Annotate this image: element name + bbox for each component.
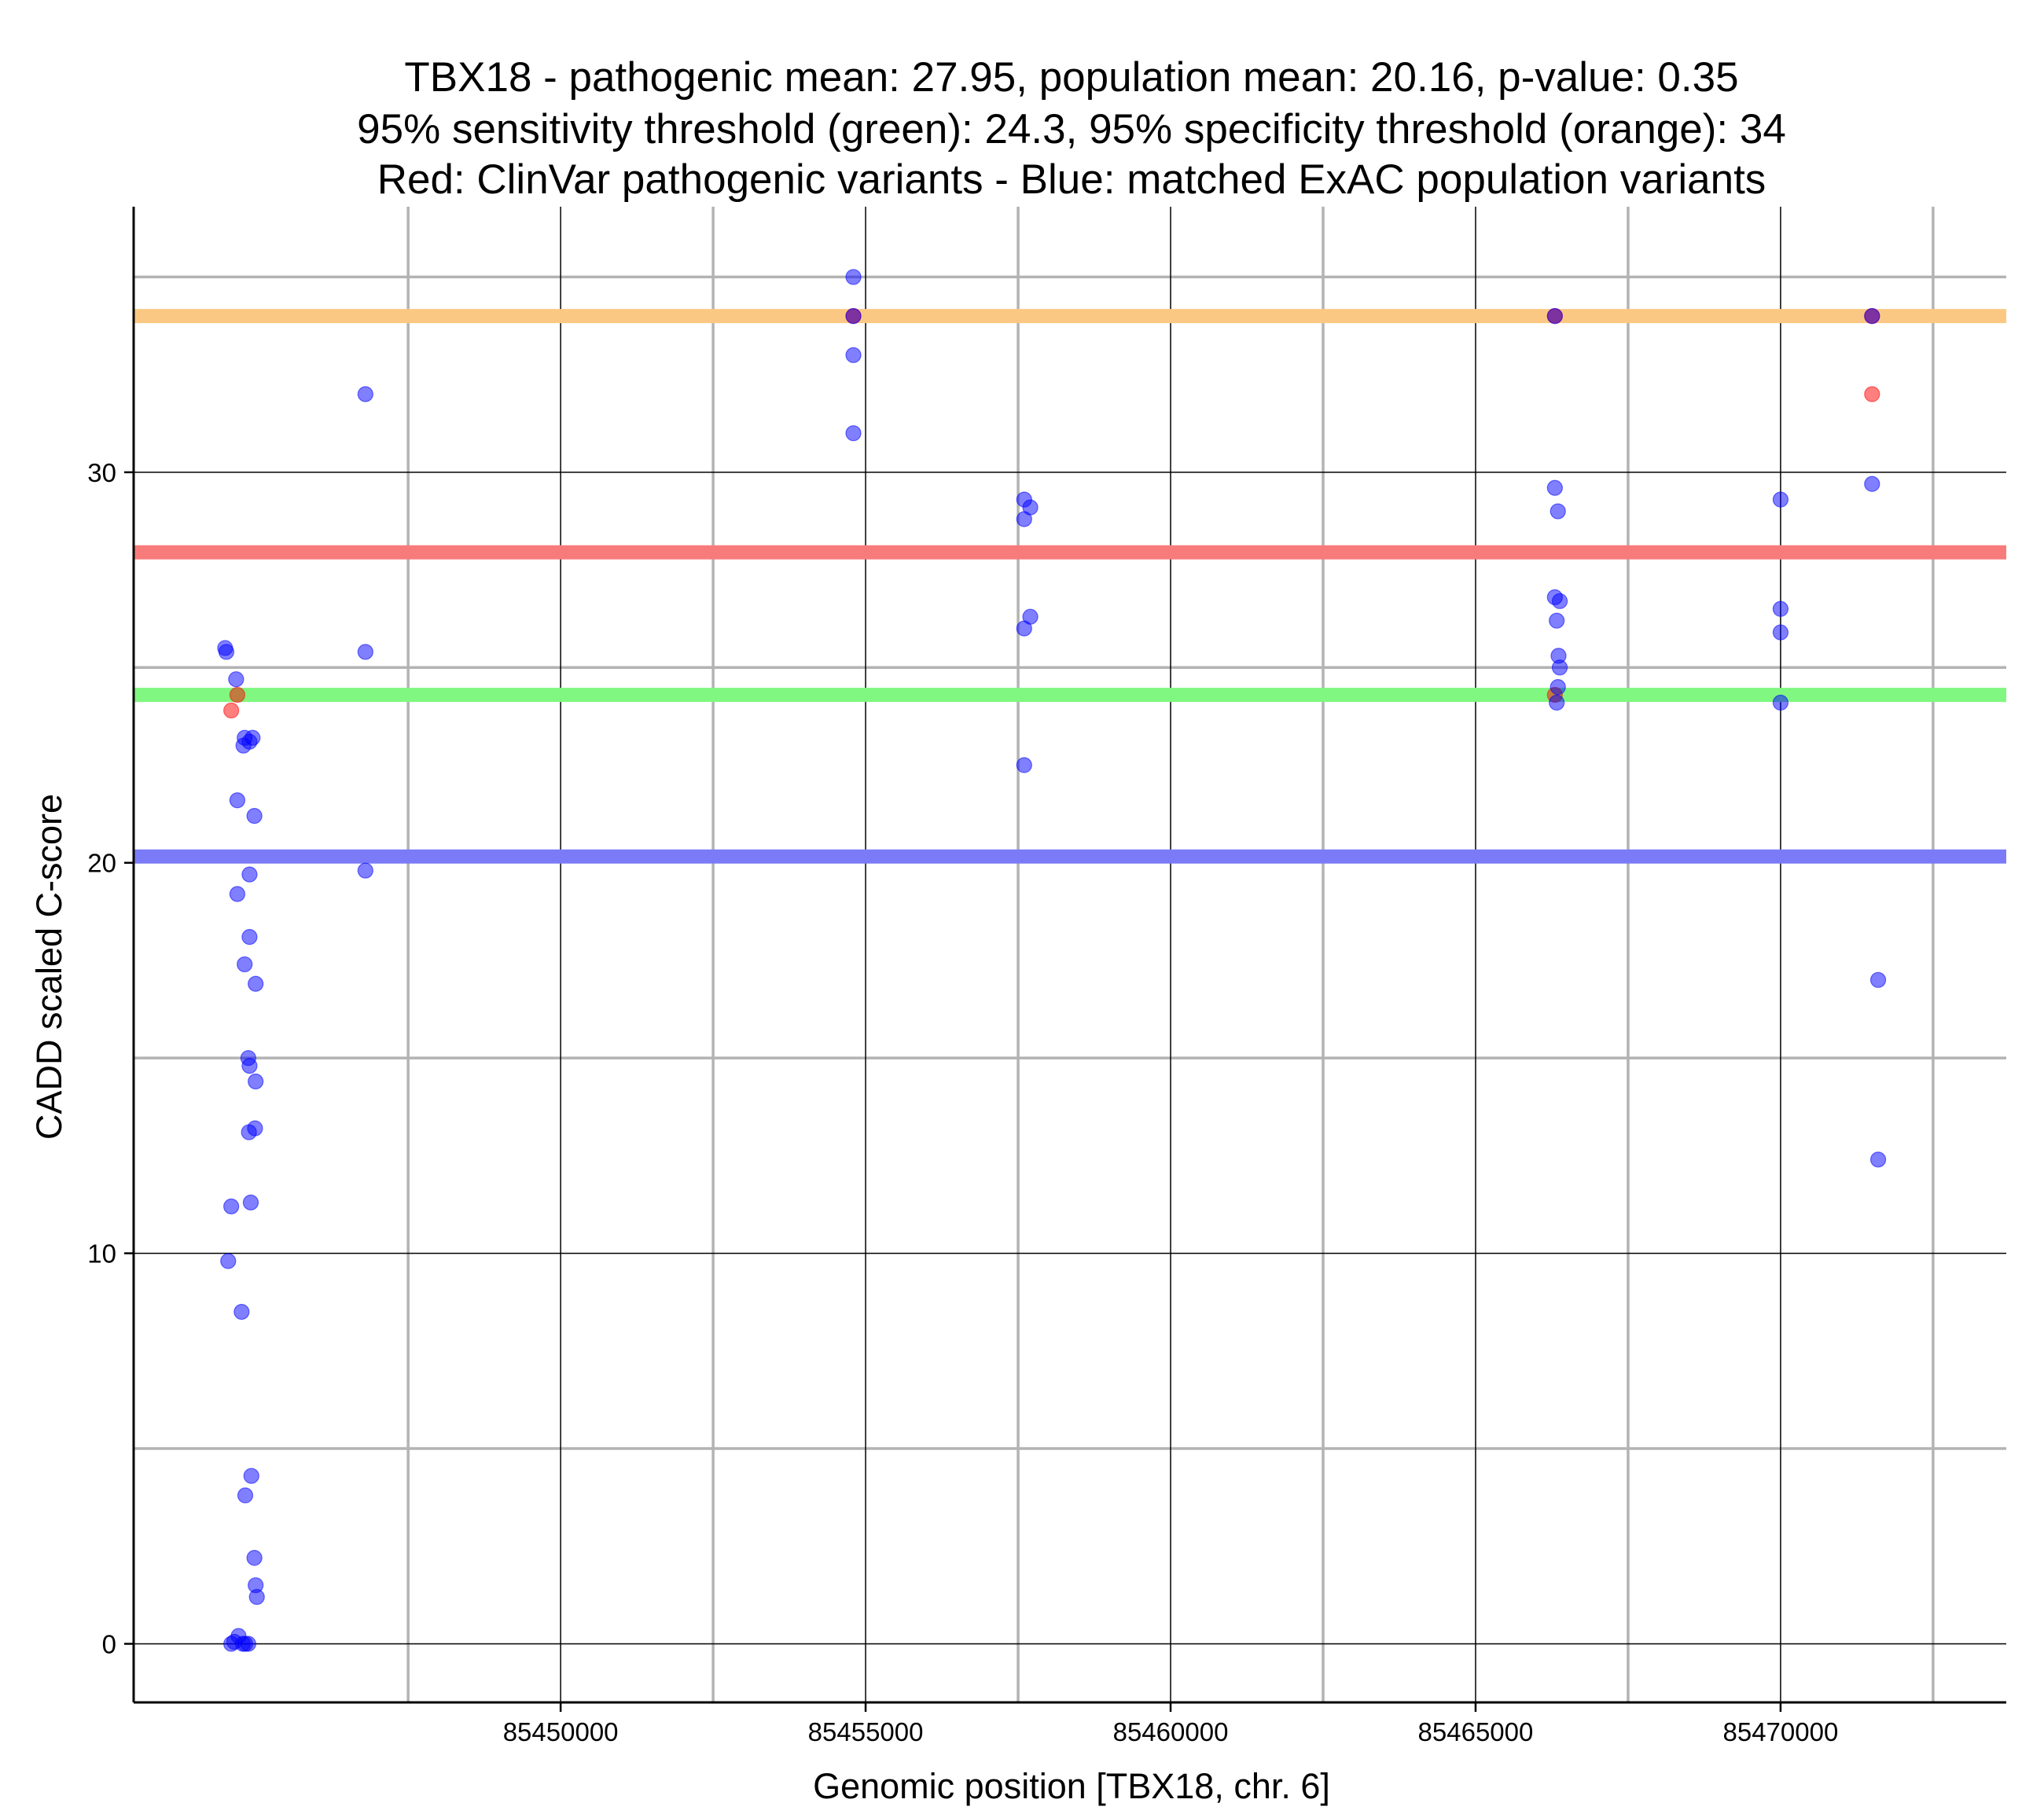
population-point <box>357 644 373 660</box>
x-tick-label: 85455000 <box>808 1717 924 1746</box>
population-point <box>1772 491 1789 508</box>
pathogenic-point <box>223 702 240 719</box>
population-point <box>248 975 264 992</box>
population-point <box>220 1253 237 1269</box>
population-point <box>242 1194 259 1211</box>
x-tick-label: 85465000 <box>1418 1717 1534 1746</box>
population-point <box>241 866 258 883</box>
x-axis-label: Genomic position [TBX18, chr. 6] <box>813 1766 1330 1806</box>
population-point <box>241 1058 258 1074</box>
y-tick-label: 10 <box>87 1239 116 1269</box>
y-axis-label: CADD scaled C-score <box>29 794 69 1140</box>
x-tick-label: 85450000 <box>503 1717 619 1746</box>
population-point <box>240 1636 256 1652</box>
population-point <box>1772 624 1789 641</box>
population-point <box>1016 757 1032 773</box>
reference-lines <box>134 309 2006 864</box>
y-tick-label: 0 <box>102 1629 116 1658</box>
population-point <box>241 929 258 946</box>
population-point <box>357 862 373 879</box>
population-point <box>229 792 246 809</box>
population-point <box>1550 679 1566 696</box>
population-point <box>246 1550 263 1566</box>
population-point <box>243 1467 259 1484</box>
population-point <box>1016 620 1032 637</box>
population-point <box>1864 308 1880 325</box>
population-point <box>1549 612 1565 629</box>
pathogenic-point <box>229 686 246 703</box>
population-point <box>229 886 246 902</box>
minor-gridlines <box>134 207 2006 1702</box>
y-tick-label: 30 <box>87 458 116 487</box>
title-line-2: 95% sensitivity threshold (green): 24.3,… <box>357 106 1786 152</box>
population-point <box>241 1124 257 1140</box>
population-point <box>845 269 862 285</box>
population-point <box>1772 694 1789 711</box>
chart-title: TBX18 - pathogenic mean: 27.95, populati… <box>357 54 1786 203</box>
population-point <box>248 1588 265 1605</box>
population-point <box>237 1487 254 1504</box>
population-point <box>223 1198 240 1215</box>
pathogenic-point <box>1864 386 1880 402</box>
population-point <box>1546 479 1563 496</box>
population-point <box>845 347 862 363</box>
population-point <box>1549 694 1565 711</box>
population-point <box>246 808 263 824</box>
axes <box>132 207 2006 1704</box>
population-point <box>1864 476 1880 492</box>
population-point <box>1869 1151 1887 1168</box>
population-point <box>248 1073 264 1090</box>
population-point <box>845 308 862 325</box>
population-point <box>1546 308 1563 325</box>
population-point <box>218 644 235 660</box>
major-gridlines <box>134 207 2006 1702</box>
title-line-3: Red: ClinVar pathogenic variants - Blue:… <box>377 156 1766 203</box>
population-point <box>1016 511 1032 527</box>
population-point <box>237 956 253 973</box>
y-tick-label: 20 <box>87 849 116 878</box>
tick-labels: 85450000 85455000 85460000 85465000 85470000… <box>87 458 1838 1746</box>
population-point <box>1551 659 1568 676</box>
population-point <box>1869 971 1887 988</box>
title-line-1: TBX18 - pathogenic mean: 27.95, populati… <box>404 54 1738 101</box>
population-point <box>244 729 261 746</box>
x-tick-label: 85470000 <box>1723 1717 1839 1746</box>
population-point <box>1550 503 1566 520</box>
population-point <box>357 386 373 402</box>
population-point <box>1772 600 1789 617</box>
population-point <box>228 671 244 688</box>
data-points <box>217 269 1887 1652</box>
x-tick-label: 85460000 <box>1113 1717 1229 1746</box>
population-point <box>233 1304 250 1320</box>
population-point <box>845 425 862 442</box>
population-point <box>1551 593 1568 609</box>
